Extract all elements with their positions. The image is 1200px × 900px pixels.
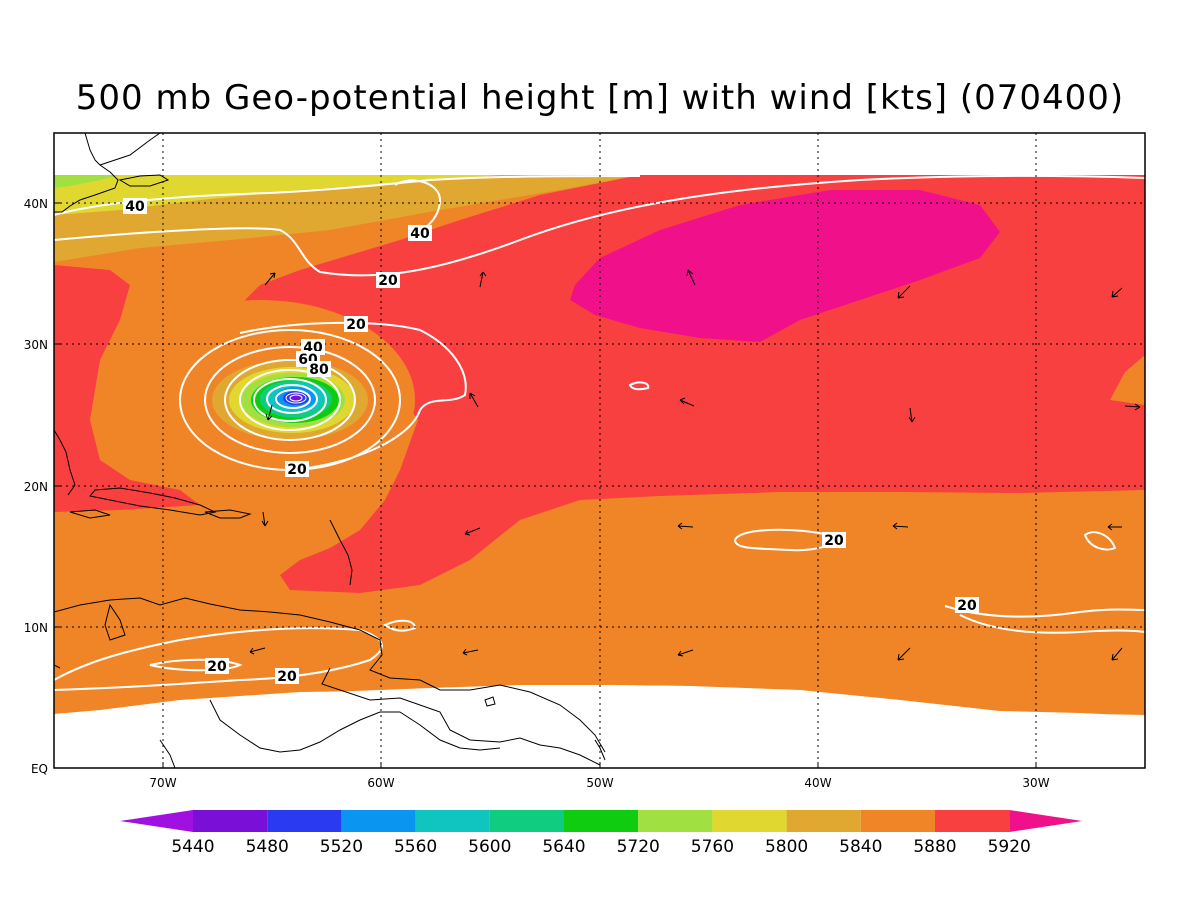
colorbar-label: 5600 — [468, 837, 511, 857]
colorbar-bin — [267, 810, 342, 832]
x-tick-label: 60W — [367, 776, 394, 790]
colorbar-label: 5640 — [542, 837, 585, 857]
colorbar-bin — [193, 810, 268, 832]
height-field-5920 — [1118, 370, 1145, 398]
colorbar: 5440 5480 5520 5560 5600 5640 5720 5760 5800 5840… — [120, 810, 1083, 857]
contour-label: 20 — [378, 273, 398, 289]
x-tick-label: 40W — [804, 776, 831, 790]
contour-label: 20 — [957, 598, 977, 614]
colorbar-bin — [860, 810, 935, 832]
contour-label: 40 — [125, 199, 145, 215]
height-field-5760 — [54, 175, 120, 188]
colorbar-bin — [415, 810, 490, 832]
colorbar-bin — [935, 810, 1010, 832]
colorbar-label: 5560 — [394, 837, 437, 857]
y-tick-label: 40N — [24, 197, 48, 211]
colorbar-label: 5520 — [320, 837, 363, 857]
y-tick-label: 20N — [24, 480, 48, 494]
y-tick-label: 10N — [24, 621, 48, 635]
colorbar-bin — [489, 810, 564, 832]
colorbar-label: 5440 — [171, 837, 214, 857]
colorbar-bin — [341, 810, 416, 832]
colorbar-above-arrow — [1009, 810, 1083, 832]
contour-label: 20 — [287, 462, 307, 478]
height-field-5920 — [54, 265, 200, 512]
axis-ticks — [54, 202, 1037, 769]
map-area — [54, 133, 1145, 768]
wind-arrows — [249, 269, 1141, 661]
colorbar-bin — [638, 810, 713, 832]
x-tick-label: 30W — [1022, 776, 1049, 790]
no-data-region — [54, 685, 1145, 768]
colorbar-label: 5840 — [839, 837, 882, 857]
colorbar-bin — [564, 810, 639, 832]
cyclone-eye — [290, 394, 302, 402]
contour-label: 20 — [346, 317, 366, 333]
x-tick-label: 50W — [586, 776, 613, 790]
colorbar-label: 5760 — [691, 837, 734, 857]
contour-label: 80 — [309, 362, 329, 378]
height-field-high-core — [570, 190, 1000, 342]
colorbar-label: 5880 — [913, 837, 956, 857]
contour-label: 20 — [277, 669, 297, 685]
colorbar-bin — [786, 810, 861, 832]
colorbar-label: 5920 — [988, 837, 1031, 857]
y-tick-label: 30N — [24, 338, 48, 352]
contour-label: 40 — [410, 226, 430, 242]
y-tick-label: EQ — [31, 762, 48, 776]
grid-lines — [54, 133, 1145, 768]
colorbar-label: 5480 — [246, 837, 289, 857]
contour-label: 20 — [207, 659, 227, 675]
colorbar-label: 5720 — [617, 837, 660, 857]
x-tick-label: 70W — [149, 776, 176, 790]
height-field-5800 — [54, 175, 500, 215]
contour-label: 20 — [824, 533, 844, 549]
colorbar-label: 5800 — [765, 837, 808, 857]
colorbar-below-arrow — [120, 810, 193, 832]
coastlines — [54, 133, 606, 768]
contour-labels: 40 40 20 20 40 60 80 20 20 20 20 20 — [123, 198, 979, 685]
colorbar-bin — [712, 810, 787, 832]
chart-title: 500 mb Geo-potential height [m] with win… — [75, 78, 1125, 118]
